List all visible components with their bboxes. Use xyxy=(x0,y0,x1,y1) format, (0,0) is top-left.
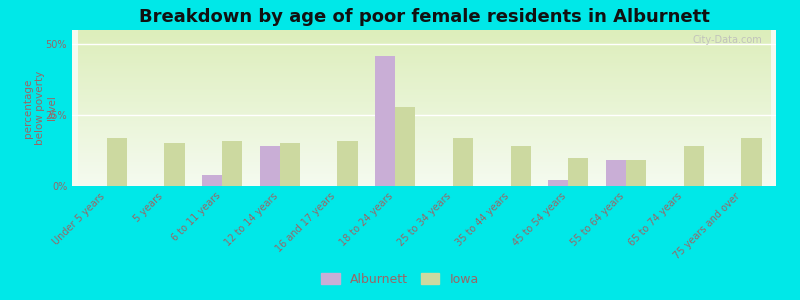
Y-axis label: percentage
below poverty
level: percentage below poverty level xyxy=(23,71,57,145)
Bar xyxy=(684,146,704,186)
Bar xyxy=(548,180,568,186)
Legend: Alburnett, Iowa: Alburnett, Iowa xyxy=(316,268,484,291)
Bar xyxy=(626,160,646,186)
Bar xyxy=(202,175,222,186)
Bar xyxy=(106,138,127,186)
Bar xyxy=(742,138,762,186)
Bar xyxy=(375,56,395,186)
Bar xyxy=(338,141,358,186)
Text: City-Data.com: City-Data.com xyxy=(692,35,762,45)
Bar xyxy=(395,106,415,186)
Bar xyxy=(568,158,589,186)
Bar xyxy=(606,160,626,186)
Bar xyxy=(259,146,280,186)
Bar xyxy=(280,143,300,186)
Title: Breakdown by age of poor female residents in Alburnett: Breakdown by age of poor female resident… xyxy=(138,8,710,26)
Bar xyxy=(453,138,473,186)
Bar xyxy=(164,143,185,186)
Bar xyxy=(510,146,530,186)
Bar xyxy=(222,141,242,186)
